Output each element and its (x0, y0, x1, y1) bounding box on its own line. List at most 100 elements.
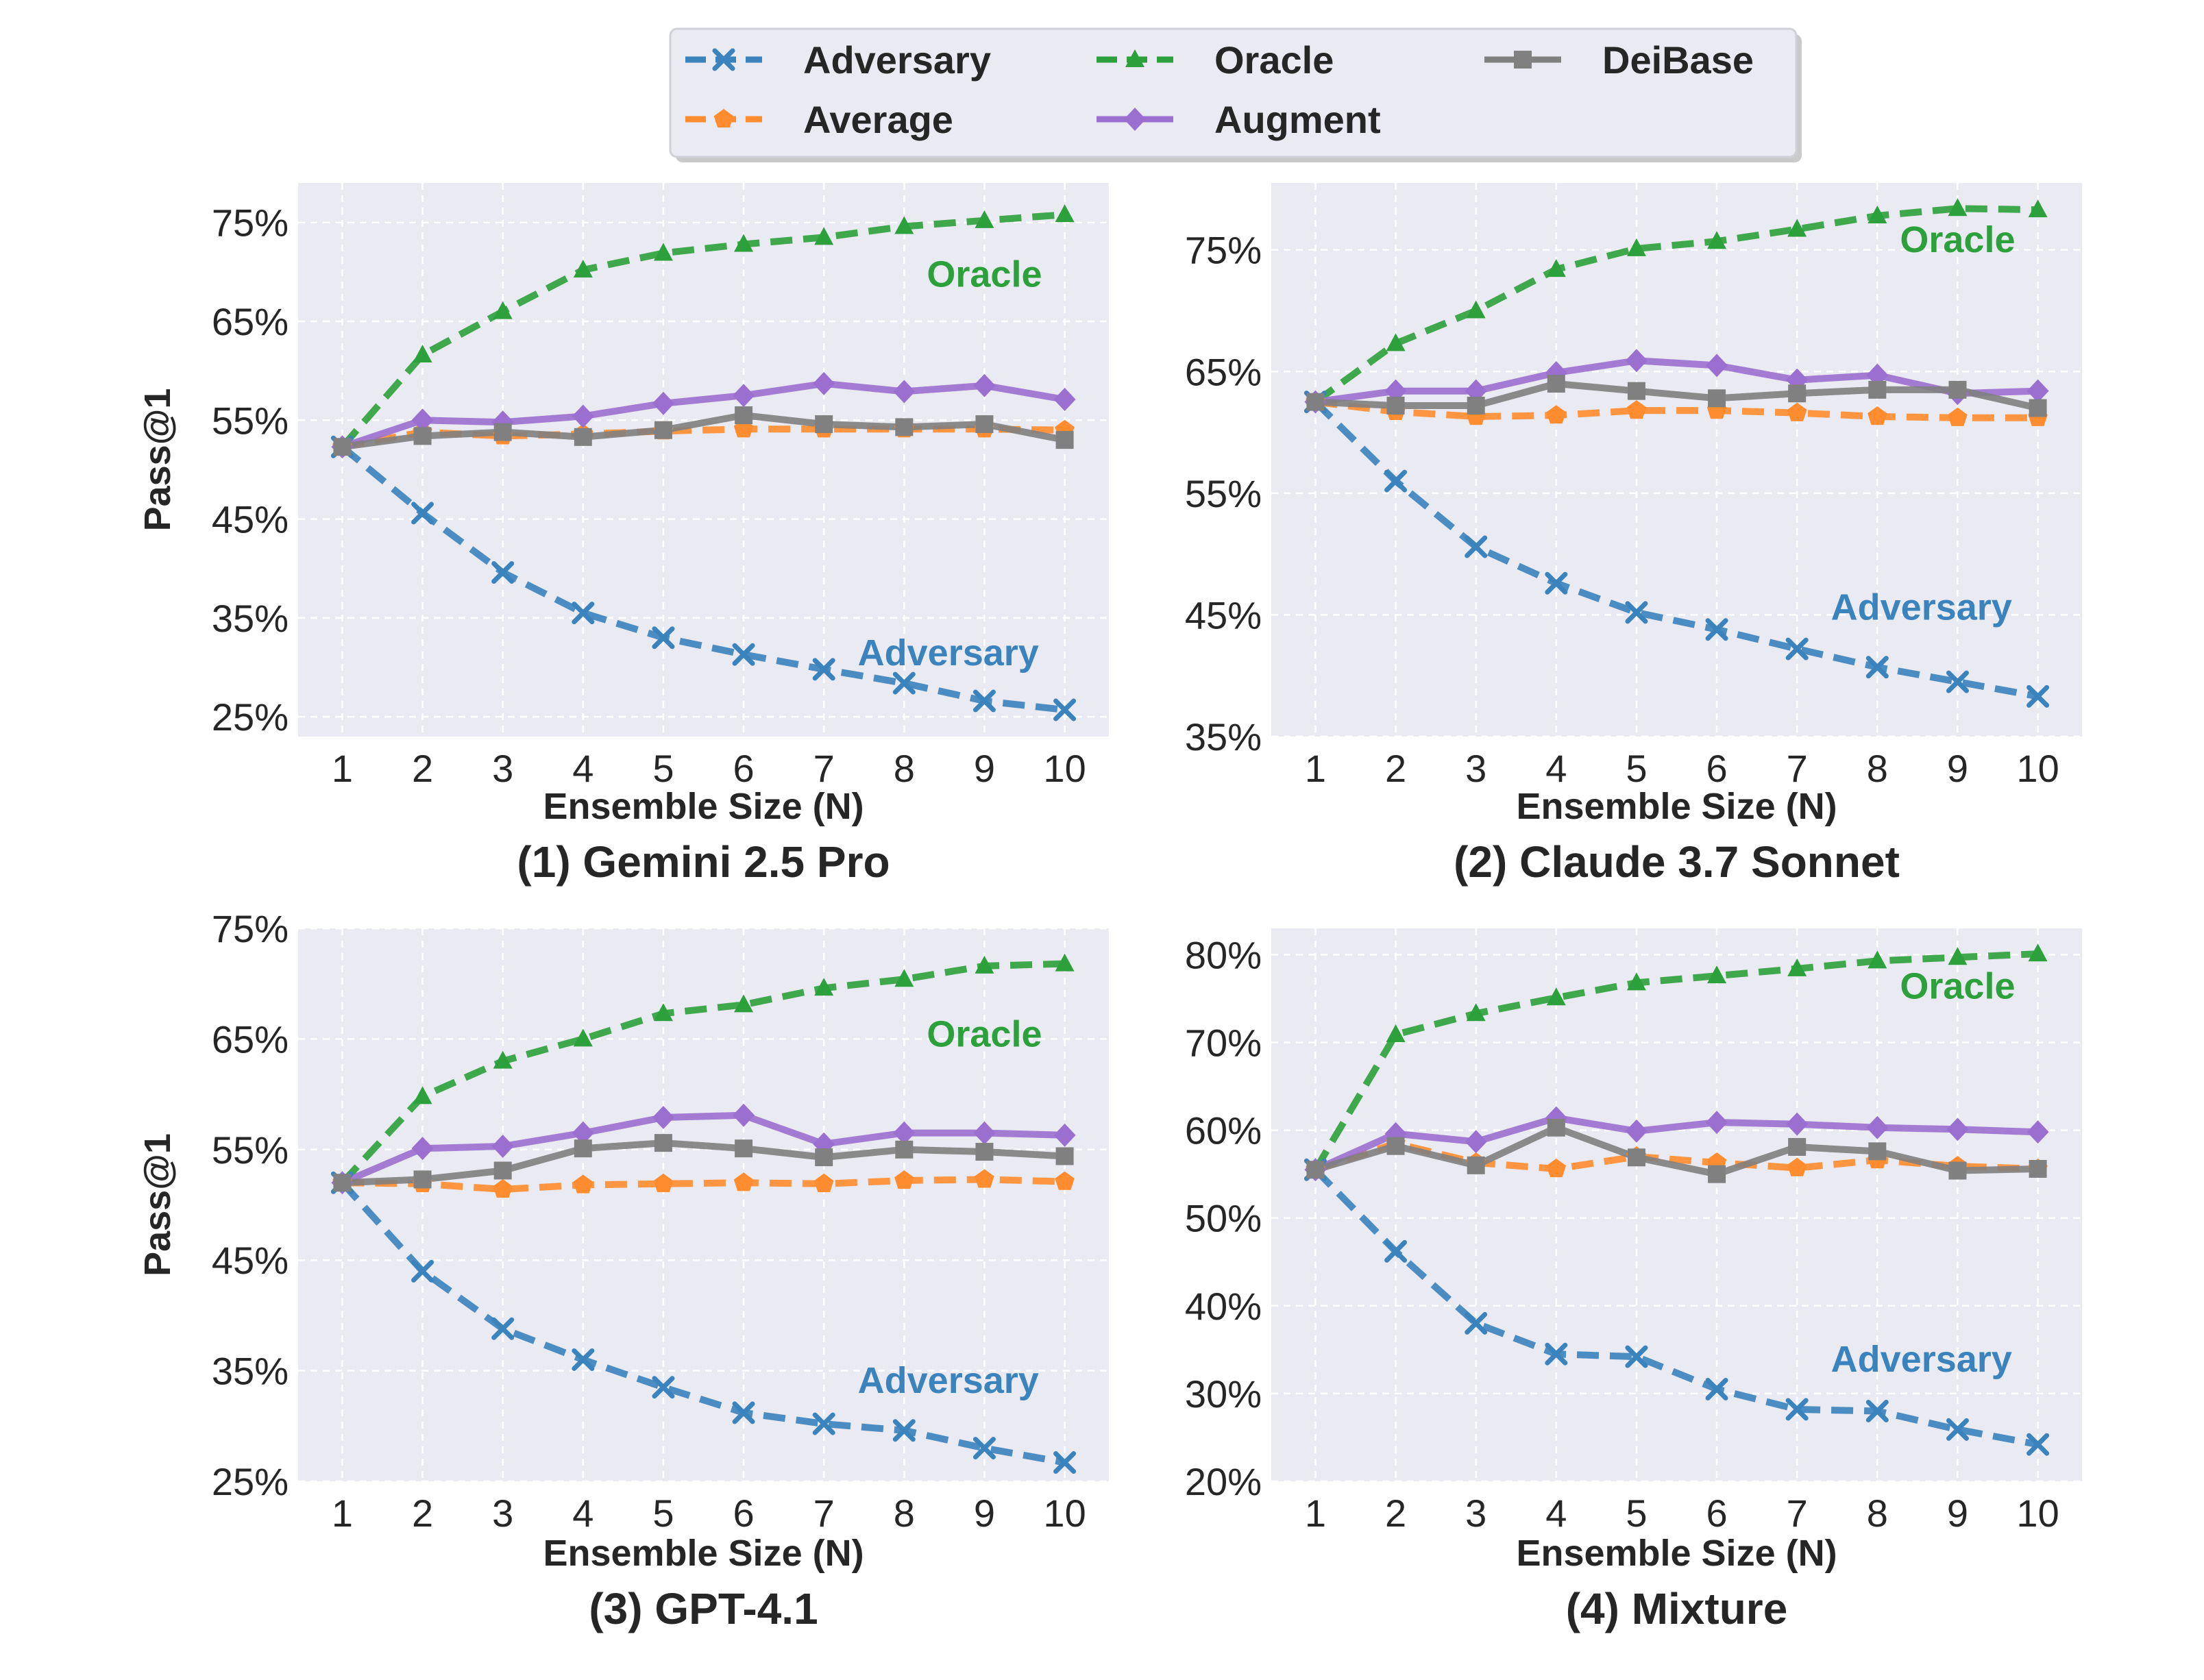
x-axis-label: Ensemble Size (N) (543, 1533, 864, 1574)
point-adversary (972, 689, 996, 713)
point-deibase (1055, 431, 1074, 449)
y-tick-label: 40% (1185, 1285, 1262, 1328)
x-tick-label: 1 (332, 747, 353, 790)
point-adversary (1785, 1398, 1809, 1421)
panel-gemini: 25% 35% 45% 55% 65% 75% 1 2 3 4 5 6 7 8 9 10 Oracle Adver… (137, 183, 1109, 887)
annotation-oracle: Oracle (927, 1014, 1042, 1055)
x-tick-label: 8 (894, 1492, 915, 1535)
legend-label-adversary: Adversary (803, 38, 991, 82)
legend: Adversary Oracle DeiBase Average Augment (669, 27, 1802, 162)
point-deibase (2029, 399, 2047, 417)
point-adversary (652, 1376, 675, 1399)
point-deibase (895, 418, 914, 436)
point-oracle (1787, 958, 1807, 976)
point-adversary (1545, 1342, 1568, 1366)
point-deibase (1627, 1148, 1645, 1167)
point-augment (1625, 1119, 1648, 1143)
point-deibase (574, 1139, 592, 1158)
x-tick-label: 2 (412, 747, 433, 790)
plot-area (1271, 928, 2082, 1481)
x-axis-label: Ensemble Size (N) (543, 786, 864, 827)
point-oracle (1546, 259, 1566, 277)
legend-item-deibase: DeiBase (1484, 38, 1754, 82)
annotation-oracle: Oracle (927, 254, 1042, 295)
point-augment (652, 391, 674, 415)
point-deibase (735, 406, 753, 425)
x-tick-label: 10 (1043, 747, 1086, 790)
x-tick-label: 3 (1465, 747, 1486, 790)
chart-title: (3) GPT-4.1 (589, 1584, 818, 1633)
series-line-average (342, 1176, 1065, 1193)
point-adversary (812, 658, 835, 681)
point-adversary (1384, 469, 1408, 493)
y-tick-label: 20% (1185, 1460, 1262, 1503)
x-tick-label: 7 (1787, 747, 1808, 790)
point-oracle (894, 969, 914, 987)
point-oracle (413, 345, 432, 363)
x-tick-label: 9 (974, 747, 995, 790)
y-tick-label: 45% (212, 1239, 289, 1282)
point-deibase (975, 415, 994, 434)
point-oracle (1386, 1024, 1406, 1042)
point-adversary (1545, 571, 1568, 595)
annotation-adversary: Adversary (1831, 587, 2012, 628)
point-augment (1786, 1112, 1809, 1136)
point-oracle (975, 210, 994, 228)
annotation-oracle: Oracle (1900, 219, 2015, 260)
x-axis-label: Ensemble Size (N) (1516, 1533, 1837, 1574)
series-line-oracle (339, 211, 1065, 449)
series-line-augment (341, 380, 1066, 450)
x-tick-label: 4 (1545, 1492, 1567, 1535)
legend-label-oracle: Oracle (1214, 38, 1334, 82)
point-augment (733, 1103, 755, 1127)
point-oracle (1948, 198, 1968, 217)
point-adversary (1384, 1239, 1408, 1263)
point-adversary (732, 643, 755, 666)
point-oracle (1626, 238, 1646, 256)
point-deibase (1788, 384, 1807, 403)
point-augment (973, 373, 996, 397)
point-deibase (493, 1161, 512, 1180)
series-line-deibase (342, 1139, 1065, 1187)
point-augment (491, 1134, 514, 1158)
point-oracle (1546, 987, 1566, 1006)
point-deibase (1948, 380, 1967, 399)
series-line-deibase (1314, 1124, 2038, 1178)
point-adversary (572, 602, 595, 625)
x-tick-label: 2 (1385, 747, 1406, 790)
legend-item-adversary: Adversary (685, 38, 991, 82)
y-tick-label: 35% (212, 597, 289, 640)
point-oracle (814, 227, 834, 245)
point-adversary (1865, 1400, 1889, 1423)
y-tick-label: 65% (212, 300, 289, 343)
point-augment (1465, 1130, 1487, 1154)
point-average (1787, 402, 1807, 421)
point-augment (411, 408, 434, 432)
y-tick-label: 55% (212, 399, 289, 442)
x-tick-label: 6 (733, 747, 754, 790)
point-augment (652, 1105, 674, 1129)
series-line-augment (1314, 357, 2038, 406)
point-oracle (1868, 950, 1887, 969)
point-oracle (653, 243, 673, 261)
point-average (894, 1170, 914, 1189)
point-adversary (1705, 618, 1728, 641)
point-deibase (654, 1134, 672, 1152)
x-tick-label: 2 (1385, 1492, 1406, 1535)
point-augment (813, 371, 835, 395)
series-line-augment (1314, 1114, 2038, 1173)
legend-item-augment: Augment (1097, 98, 1381, 141)
point-deibase (1306, 393, 1325, 411)
point-average (493, 1178, 513, 1198)
point-adversary (1053, 1451, 1077, 1474)
point-augment (1053, 387, 1076, 411)
point-augment (1625, 349, 1648, 373)
point-augment (733, 384, 755, 408)
point-adversary (812, 1412, 835, 1435)
point-oracle (1868, 205, 1887, 223)
point-augment (893, 380, 916, 404)
x-axis-label: Ensemble Size (N) (1516, 786, 1837, 827)
point-adversary (1865, 656, 1889, 679)
point-adversary (892, 1419, 916, 1442)
point-deibase (413, 1170, 432, 1189)
